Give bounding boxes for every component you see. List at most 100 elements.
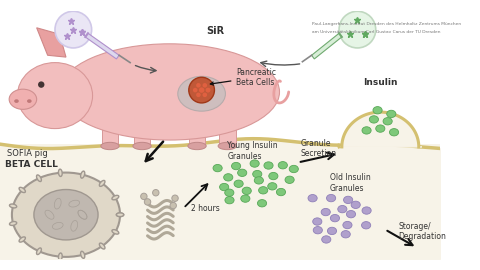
Ellipse shape — [188, 142, 206, 150]
Circle shape — [203, 93, 207, 97]
Ellipse shape — [252, 170, 262, 178]
Circle shape — [196, 93, 201, 97]
Ellipse shape — [9, 89, 36, 109]
Text: Granule
Secretion: Granule Secretion — [300, 139, 336, 158]
Polygon shape — [85, 33, 119, 59]
Circle shape — [206, 88, 210, 92]
Ellipse shape — [369, 116, 378, 123]
Circle shape — [153, 190, 159, 196]
Ellipse shape — [133, 142, 151, 150]
Text: Insulin: Insulin — [363, 78, 397, 87]
Polygon shape — [36, 28, 66, 57]
Ellipse shape — [116, 213, 124, 217]
Ellipse shape — [338, 205, 347, 213]
Ellipse shape — [36, 248, 41, 255]
Polygon shape — [312, 33, 342, 59]
Ellipse shape — [264, 162, 273, 169]
Ellipse shape — [112, 195, 119, 200]
Ellipse shape — [373, 107, 382, 114]
Ellipse shape — [116, 213, 124, 217]
Bar — [134, 126, 150, 146]
Ellipse shape — [81, 171, 85, 178]
Ellipse shape — [59, 253, 62, 260]
Ellipse shape — [14, 99, 19, 103]
Circle shape — [206, 88, 210, 92]
Circle shape — [141, 193, 147, 200]
Ellipse shape — [362, 127, 371, 134]
Polygon shape — [339, 112, 421, 147]
Ellipse shape — [101, 142, 119, 150]
Ellipse shape — [257, 200, 266, 207]
Circle shape — [199, 87, 204, 93]
Ellipse shape — [99, 243, 105, 249]
Ellipse shape — [376, 125, 385, 132]
Circle shape — [189, 77, 215, 103]
Ellipse shape — [250, 160, 259, 167]
Ellipse shape — [99, 180, 105, 186]
Ellipse shape — [36, 175, 41, 181]
Ellipse shape — [225, 189, 234, 196]
Circle shape — [144, 199, 151, 205]
Ellipse shape — [322, 236, 331, 243]
Ellipse shape — [19, 187, 25, 193]
Ellipse shape — [289, 165, 299, 173]
Ellipse shape — [219, 183, 229, 191]
Ellipse shape — [112, 230, 119, 234]
Circle shape — [38, 81, 45, 88]
Ellipse shape — [312, 218, 322, 225]
Ellipse shape — [34, 190, 98, 240]
Ellipse shape — [231, 162, 240, 170]
Ellipse shape — [27, 99, 32, 103]
Ellipse shape — [389, 129, 398, 136]
Text: SiR: SiR — [206, 26, 225, 36]
Bar — [0, 144, 440, 259]
Ellipse shape — [10, 222, 17, 225]
Ellipse shape — [60, 44, 279, 140]
Ellipse shape — [254, 177, 264, 184]
Text: Young Insulin
Granules: Young Insulin Granules — [227, 141, 278, 161]
Ellipse shape — [213, 164, 222, 172]
Ellipse shape — [313, 227, 323, 234]
Ellipse shape — [259, 187, 268, 194]
Bar — [102, 126, 118, 146]
Text: 2 hours: 2 hours — [191, 204, 219, 213]
Ellipse shape — [234, 180, 243, 187]
Ellipse shape — [330, 214, 339, 222]
Ellipse shape — [81, 251, 85, 258]
Ellipse shape — [326, 194, 336, 202]
Circle shape — [339, 11, 376, 48]
Ellipse shape — [362, 207, 371, 214]
Text: Paul-Langerhans-Institut Dresden des Helmholtz Zentrums München: Paul-Langerhans-Institut Dresden des Hel… — [312, 22, 461, 26]
Ellipse shape — [343, 221, 352, 229]
Ellipse shape — [59, 169, 62, 177]
Ellipse shape — [383, 118, 392, 125]
Ellipse shape — [268, 183, 277, 190]
Ellipse shape — [321, 208, 330, 216]
Circle shape — [55, 11, 92, 48]
Circle shape — [196, 83, 201, 88]
Ellipse shape — [17, 63, 93, 129]
Ellipse shape — [224, 174, 233, 181]
Ellipse shape — [276, 188, 286, 196]
Ellipse shape — [178, 76, 226, 111]
Ellipse shape — [308, 194, 317, 202]
Ellipse shape — [327, 227, 336, 235]
Ellipse shape — [351, 201, 360, 208]
Bar — [219, 126, 236, 146]
Ellipse shape — [10, 204, 17, 208]
Ellipse shape — [19, 237, 25, 242]
Ellipse shape — [225, 197, 234, 204]
Circle shape — [170, 202, 177, 209]
Text: Pancreatic
Beta Cells: Pancreatic Beta Cells — [210, 68, 276, 87]
Circle shape — [193, 88, 197, 92]
Bar — [189, 126, 205, 146]
Ellipse shape — [341, 231, 350, 238]
Ellipse shape — [387, 110, 396, 118]
Ellipse shape — [344, 196, 353, 204]
Ellipse shape — [278, 161, 288, 169]
Ellipse shape — [238, 169, 247, 177]
Text: am Universitätsklinikum Carl Gustav Carus der TU Dresden: am Universitätsklinikum Carl Gustav Caru… — [312, 30, 440, 33]
Circle shape — [172, 195, 178, 201]
Ellipse shape — [361, 222, 371, 229]
Ellipse shape — [347, 211, 356, 218]
